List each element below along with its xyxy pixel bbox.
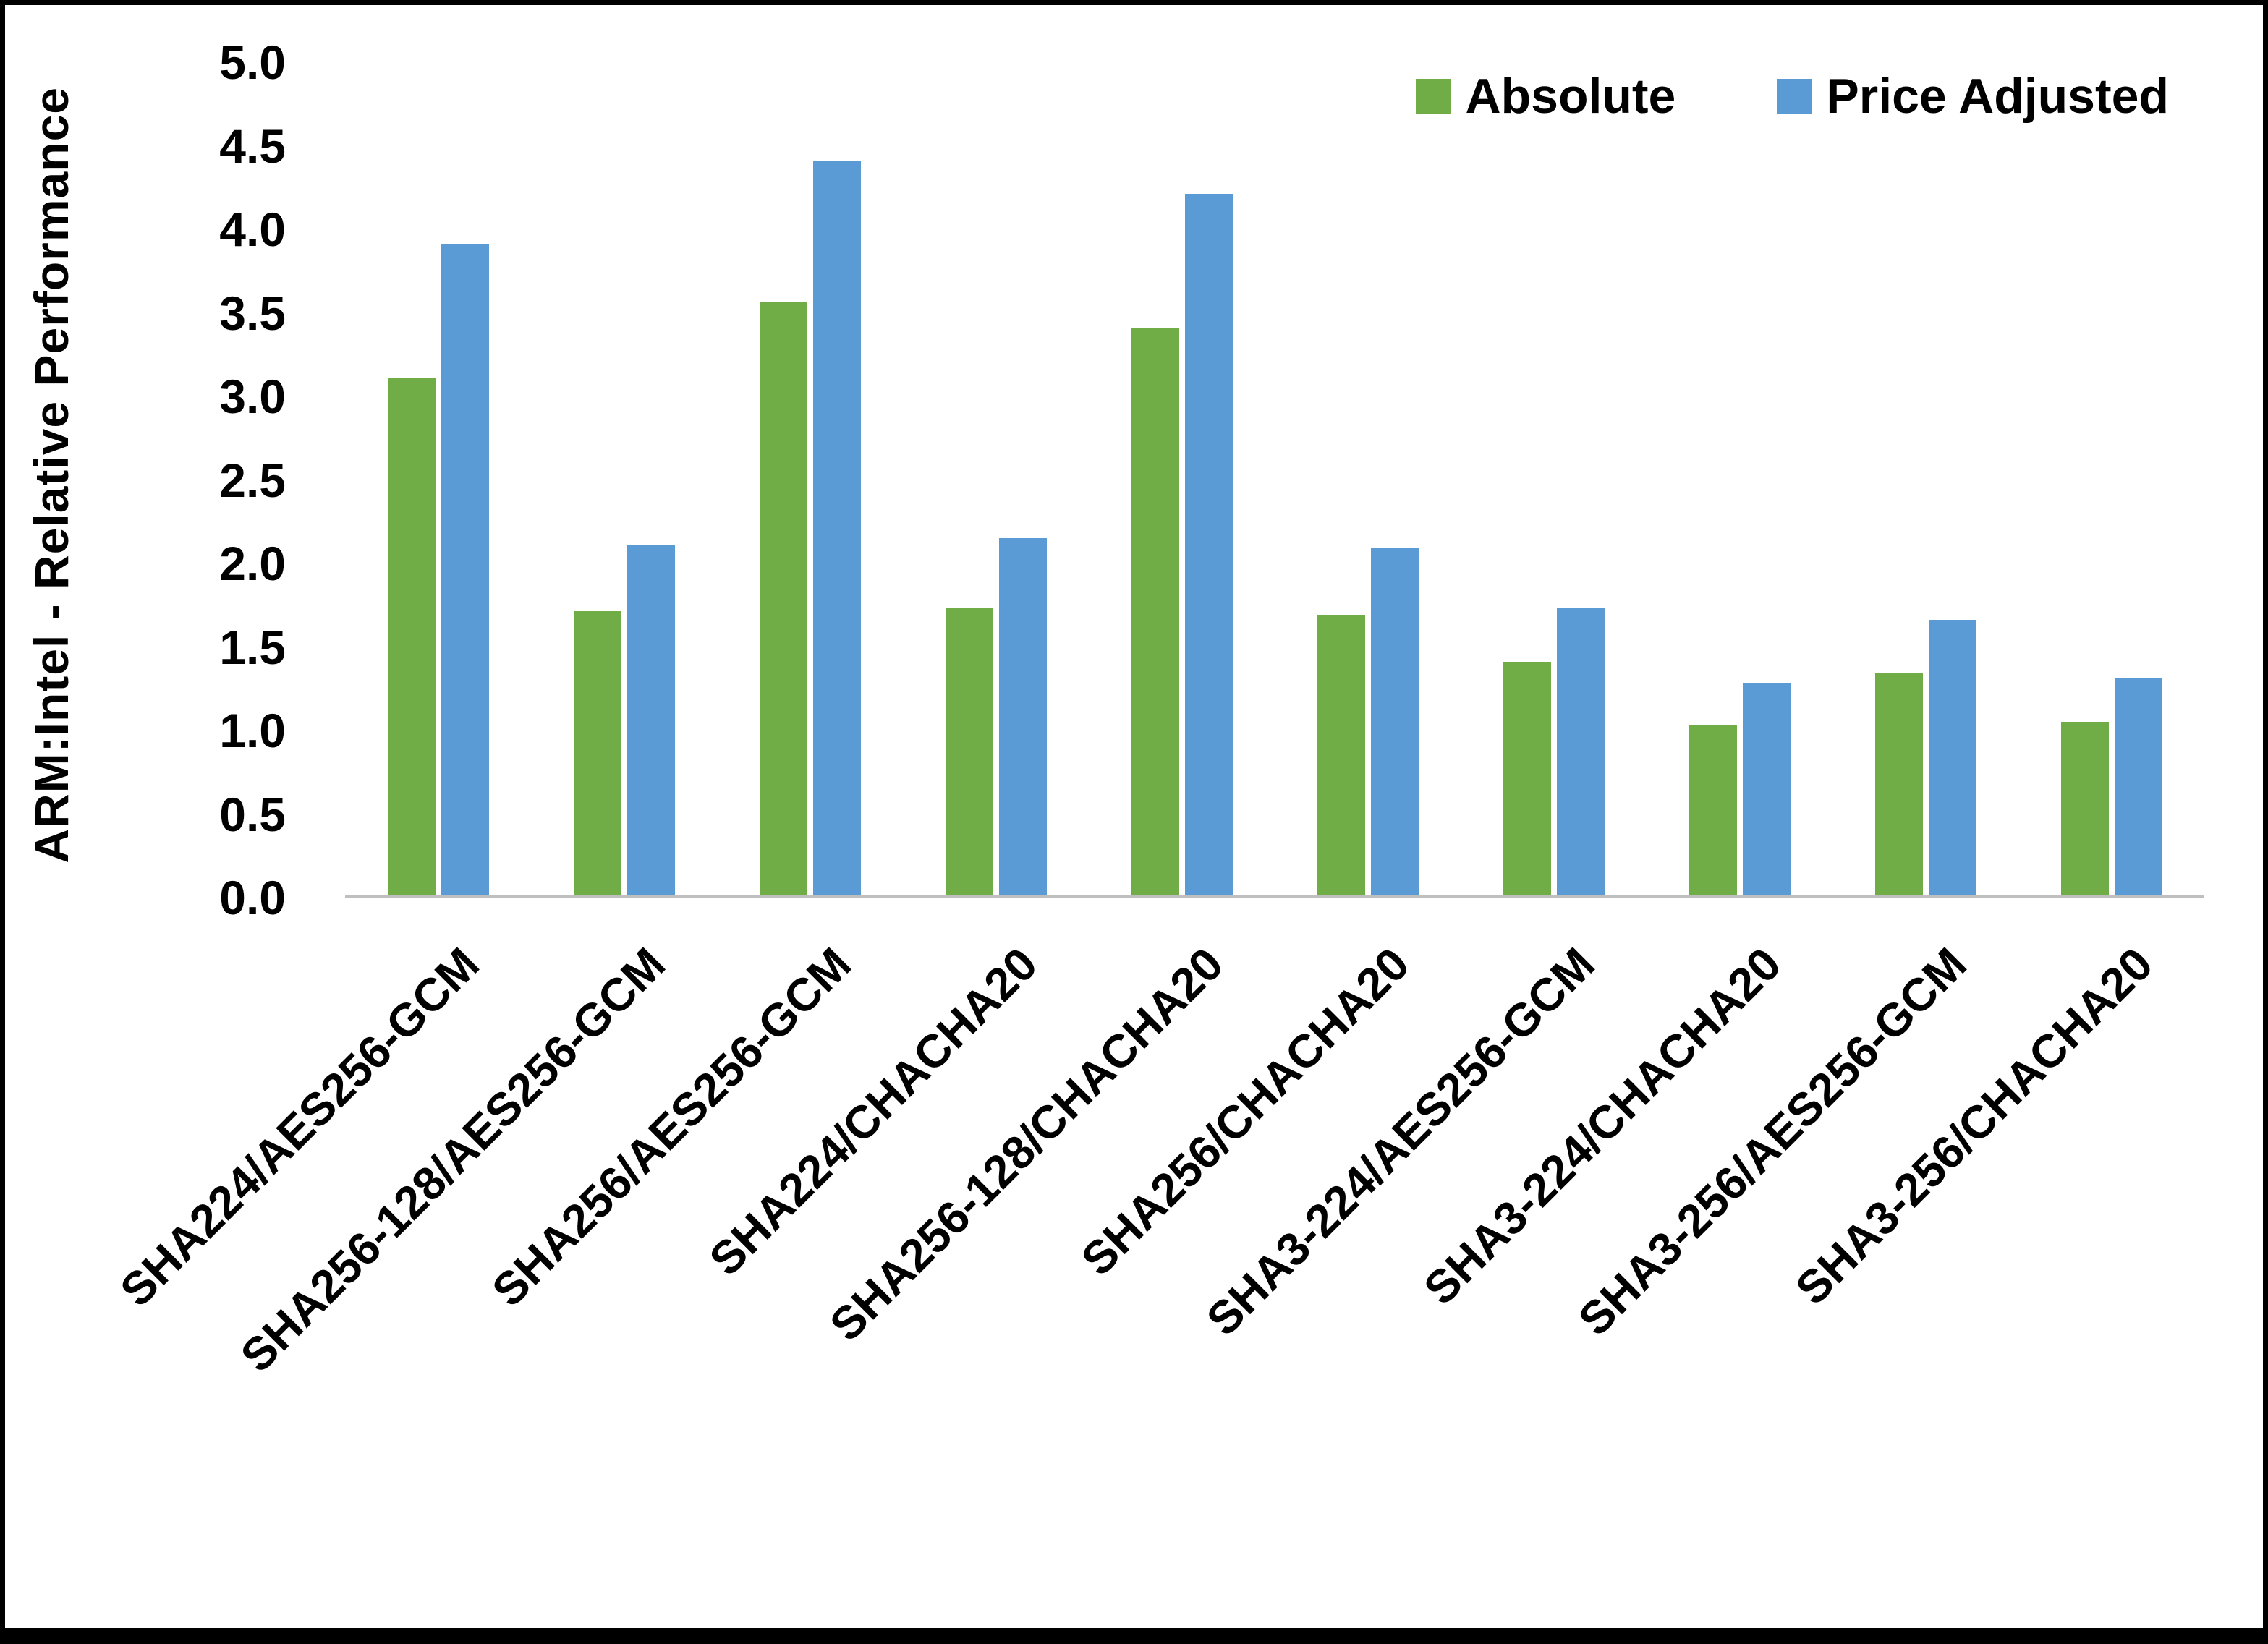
legend-swatch-price-adjusted [1777,79,1812,114]
y-tick-label: 0.0 [219,871,286,924]
y-tick-label: 0.5 [219,787,286,841]
x-axis-label: SHA224/AES256-GCM [110,937,490,1317]
legend-label-price-adjusted: Price Adjusted [1826,69,2169,124]
bar-absolute [2061,722,2109,895]
y-tick-labels: 0.0 0.5 1.0 1.5 2.0 2.5 3.0 3.5 4.0 4.5 5.0 [92,38,286,921]
bar-absolute [1503,662,1551,895]
bar-absolute [1875,673,1923,895]
bar-price-adjusted [813,161,861,895]
bar-absolute [1689,725,1737,895]
x-axis-label: SHA256-128/CHACHA20 [819,937,1233,1351]
y-tick-label: 2.0 [219,537,286,590]
legend-label-absolute: Absolute [1465,69,1676,124]
legend-swatch-absolute [1416,79,1451,114]
bar-price-adjusted [1743,683,1791,895]
bar-price-adjusted [1557,608,1605,895]
y-tick-label: 2.5 [219,453,286,507]
legend-item-price-adjusted: Price Adjusted [1777,72,2169,121]
bar-price-adjusted [1929,620,1976,895]
y-tick-label: 1.5 [219,620,286,674]
bar-absolute [574,611,621,895]
bar-price-adjusted [441,244,489,895]
legend-item-absolute: Absolute [1416,72,1675,121]
x-axis-label: SHA3-256/CHACHA20 [1785,937,2163,1315]
y-tick-label: 3.0 [219,370,286,423]
x-axis-label: SHA256/AES256-GCM [482,937,862,1317]
bar-absolute [946,608,993,895]
x-axis-label: SHA3-224/AES256-GCM [1197,937,1605,1346]
y-tick-label: 4.5 [219,119,286,173]
bar-absolute [1131,328,1179,895]
bar-price-adjusted [999,538,1047,895]
bar-absolute [1317,615,1365,895]
bar-price-adjusted [627,545,675,895]
y-tick-label: 1.0 [219,704,286,757]
x-axis-label: SHA3-256/AES256-GCM [1568,937,1977,1346]
y-tick-label: 5.0 [219,35,286,89]
legend: Absolute Price Adjusted [1416,72,2169,121]
bar-price-adjusted [1371,548,1419,895]
plot-area [345,60,2204,898]
x-axis-label: SHA3-224/CHACHA20 [1414,937,1791,1315]
bar-absolute [760,302,807,895]
bar-absolute [388,378,436,895]
bar-price-adjusted [2115,678,2162,895]
x-axis-label: SHA224/CHACHA20 [699,937,1048,1286]
y-tick-label: 3.5 [219,286,286,340]
y-tick-label: 4.0 [219,203,286,256]
x-axis-label: SHA256/CHACHA20 [1071,937,1419,1286]
bar-price-adjusted [1185,194,1233,895]
y-axis-title-text: ARM:Intel - Relative Performance [25,87,78,864]
y-axis-title: ARM:Intel - Relative Performance [15,48,88,902]
